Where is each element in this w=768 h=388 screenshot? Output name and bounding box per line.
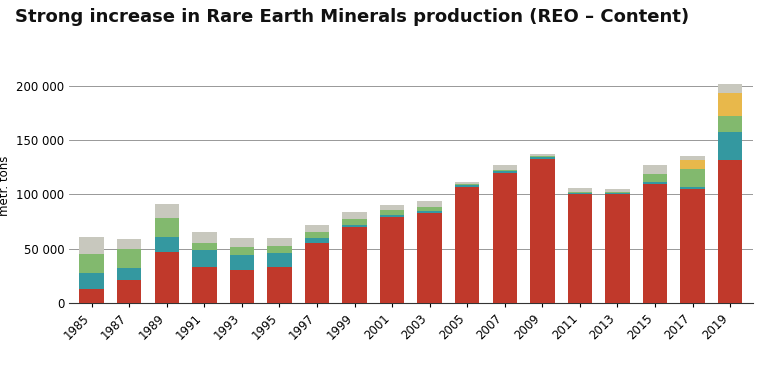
Bar [643,182,667,184]
Bar [154,252,179,303]
Bar [79,289,104,303]
Bar [530,159,554,303]
Bar [568,192,592,193]
Bar [380,215,404,217]
Bar [230,270,254,303]
Bar [79,237,104,254]
Bar [418,207,442,211]
Bar [492,165,517,170]
Bar [380,217,404,303]
Bar [267,267,292,303]
Bar [267,238,292,246]
Bar [680,156,705,160]
Bar [530,154,554,156]
Y-axis label: metr. tons: metr. tons [0,156,11,217]
Bar [117,268,141,280]
Bar [718,132,743,160]
Bar [230,255,254,270]
Bar [267,253,292,267]
Bar [192,232,217,243]
Bar [418,211,442,213]
Bar [230,238,254,248]
Bar [568,193,592,194]
Bar [643,184,667,303]
Bar [343,225,367,227]
Bar [305,243,329,303]
Bar [568,189,592,192]
Text: Strong increase in Rare Earth Minerals production (REO – Content): Strong increase in Rare Earth Minerals p… [15,8,690,26]
Bar [718,160,743,303]
Bar [230,248,254,255]
Bar [154,237,179,252]
Bar [643,174,667,182]
Bar [455,187,479,303]
Bar [305,225,329,232]
Bar [455,185,479,187]
Bar [117,239,141,248]
Bar [605,193,630,194]
Bar [680,169,705,187]
Bar [79,254,104,274]
Bar [605,192,630,193]
Bar [492,173,517,303]
Bar [718,84,743,93]
Bar [680,160,705,169]
Bar [455,184,479,185]
Bar [343,212,367,219]
Bar [530,156,554,157]
Bar [718,93,743,116]
Bar [455,182,479,184]
Bar [192,243,217,249]
Bar [154,204,179,218]
Bar [643,165,667,174]
Bar [605,189,630,192]
Bar [343,227,367,303]
Bar [79,274,104,289]
Bar [492,170,517,171]
Bar [192,267,217,303]
Bar [530,157,554,159]
Bar [192,249,217,267]
Bar [492,171,517,173]
Bar [117,248,141,268]
Bar [343,219,367,225]
Bar [380,204,404,210]
Bar [305,238,329,243]
Bar [305,232,329,238]
Bar [605,194,630,303]
Bar [380,210,404,215]
Bar [418,201,442,207]
Legend: China, USA, Australia, Myanmar, Other: China, USA, Australia, Myanmar, Other [240,383,581,388]
Bar [267,246,292,253]
Bar [154,218,179,237]
Bar [418,213,442,303]
Bar [568,194,592,303]
Bar [680,187,705,189]
Bar [680,189,705,303]
Bar [718,116,743,132]
Bar [117,280,141,303]
